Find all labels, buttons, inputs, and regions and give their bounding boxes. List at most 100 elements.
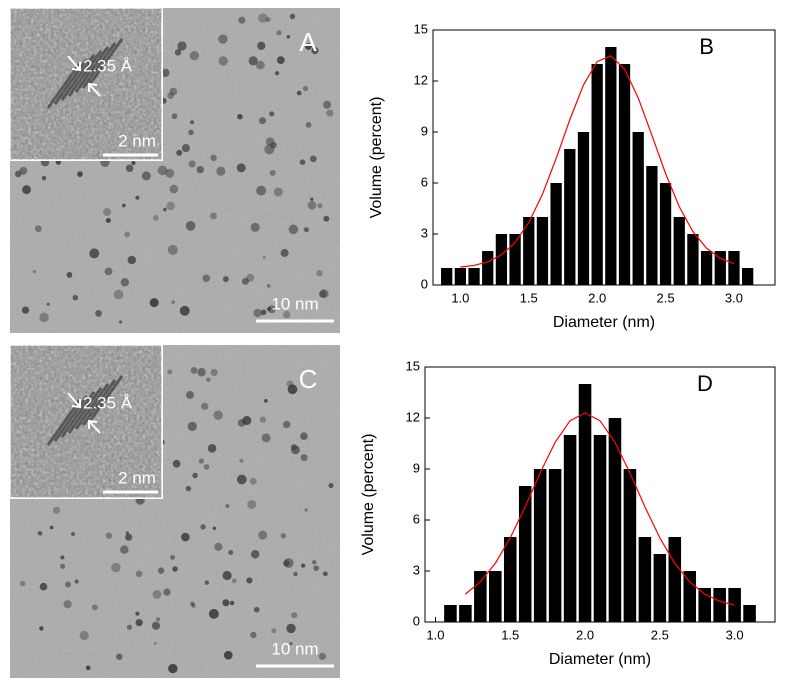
lattice-fringe [60,54,96,101]
bar [509,234,521,285]
particle [120,545,129,554]
particle [170,554,176,560]
panel-label: A [299,27,317,57]
y-tick-label: 0 [413,613,420,628]
bar [550,183,562,285]
particle [167,92,174,99]
x-tick-label: 2.5 [657,290,675,305]
particle [238,16,246,24]
particle [311,46,319,55]
particle [171,300,175,304]
arrow [67,392,81,409]
bar [728,251,740,285]
particle [269,111,275,117]
particle [163,207,167,212]
particle [177,41,187,51]
particle [312,560,317,565]
fit-line [465,412,735,606]
particle [206,377,211,382]
particle [291,612,298,619]
particle [77,171,83,177]
lattice-fringe [88,375,124,422]
bar [713,588,726,622]
lattice-fringe [74,46,110,93]
particle [229,600,235,606]
bar [742,268,754,285]
lattice-fringe [53,58,89,105]
particle [257,41,266,50]
particle [261,433,271,443]
y-tick-label: 0 [421,276,428,291]
particle [218,56,228,66]
bar [714,251,726,285]
particle [216,166,226,176]
y-axis-label: Volume (percent) [360,434,377,556]
particle [190,367,198,374]
y-tick-label: 3 [413,562,420,577]
x-axis-label: Diameter (nm) [549,651,651,668]
y-tick-label: 3 [421,225,428,240]
bar [591,64,603,285]
particle [157,567,165,574]
particle [104,267,113,276]
particle [119,320,123,324]
particle [305,121,312,128]
particle [309,155,317,163]
particle [276,56,285,65]
particle [74,579,79,584]
bar [533,469,547,622]
particle [282,310,291,319]
particle [103,207,112,216]
bar [608,418,622,622]
particle [89,248,100,259]
particle [63,600,72,609]
particle [246,273,255,282]
particle [46,302,50,306]
particle [274,71,280,76]
particle [265,17,271,23]
particle [157,165,168,176]
particle [286,623,296,634]
particle [37,531,43,536]
bar [632,132,644,285]
particle [258,117,266,125]
bar [563,435,577,622]
particle [181,144,190,153]
particle [270,141,277,149]
particle [286,35,291,39]
y-tick-label: 9 [421,123,428,138]
bar [459,605,472,622]
bar [623,469,637,622]
particle [231,578,237,584]
panel-label: C [299,364,318,394]
particle [210,368,218,377]
bar [638,537,652,622]
particle [116,653,123,660]
y-axis-label: Volume (percent) [368,97,385,219]
scale-label: 10 nm [271,294,318,313]
particle [259,416,266,423]
particle [165,168,175,178]
particle [169,184,179,194]
particle [248,56,258,66]
particle [127,255,136,265]
particle [256,185,267,196]
bar [518,486,532,622]
bar [618,64,631,285]
lattice-fringe [74,383,110,430]
particle [310,197,314,201]
particle [300,432,308,441]
bar [578,384,592,622]
particle [223,650,233,660]
bar [659,183,672,285]
particle [192,472,198,479]
particle [289,13,296,20]
lattice-fringe [88,38,124,85]
bar [577,132,590,285]
lattice-fringe [81,379,117,426]
particle [307,201,317,210]
particle [222,570,232,581]
particle [124,231,131,238]
particle [258,530,268,540]
particle [258,13,268,23]
